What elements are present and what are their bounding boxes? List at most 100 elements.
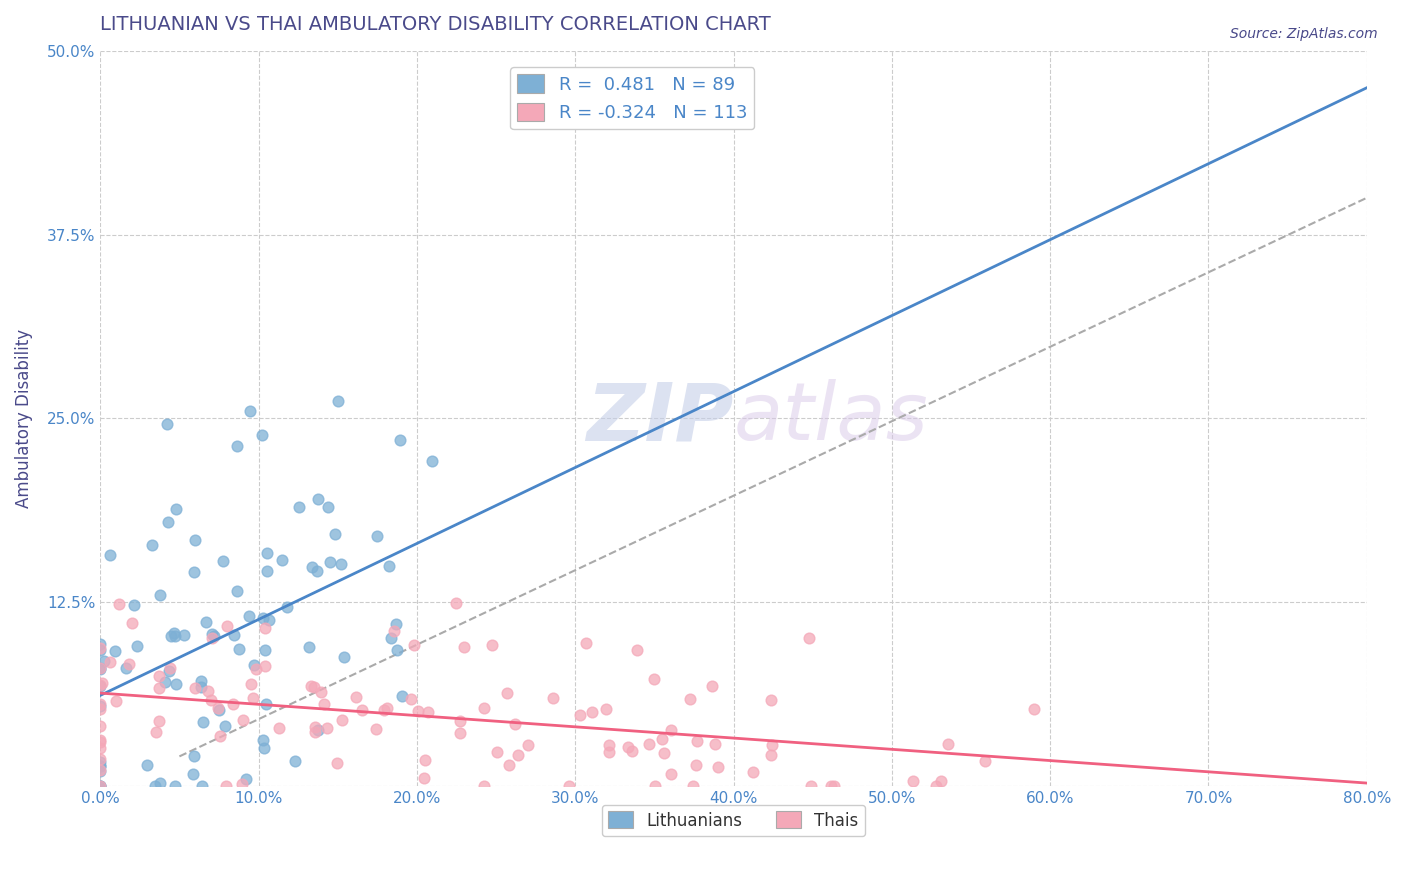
- Point: [685, 758, 707, 772]
- Point: [155, 417, 177, 432]
- Point: [207, 701, 229, 715]
- Point: [89, 733, 111, 747]
- Point: [89, 756, 111, 770]
- Text: Source: ZipAtlas.com: Source: ZipAtlas.com: [1230, 27, 1378, 41]
- Point: [318, 500, 340, 514]
- Point: [201, 632, 224, 646]
- Point: [595, 702, 617, 716]
- Point: [149, 775, 172, 789]
- Point: [191, 714, 214, 729]
- Point: [98, 549, 121, 563]
- Point: [256, 546, 278, 560]
- Y-axis label: Ambulatory Disability: Ambulatory Disability: [15, 329, 32, 508]
- Point: [153, 675, 176, 690]
- Point: [682, 779, 704, 793]
- Point: [569, 708, 592, 723]
- Point: [974, 755, 997, 769]
- Point: [305, 564, 328, 578]
- Point: [366, 529, 388, 543]
- Point: [406, 704, 429, 718]
- Point: [89, 779, 111, 793]
- Point: [89, 741, 111, 756]
- Point: [307, 491, 329, 506]
- Point: [391, 689, 413, 703]
- Point: [148, 669, 170, 683]
- Point: [89, 779, 111, 793]
- Point: [239, 677, 262, 691]
- Point: [598, 745, 620, 759]
- Point: [449, 725, 471, 739]
- Point: [148, 681, 170, 695]
- Point: [141, 537, 163, 551]
- Point: [163, 629, 186, 643]
- Point: [651, 731, 673, 746]
- Point: [453, 640, 475, 654]
- Point: [253, 642, 276, 657]
- Point: [481, 638, 503, 652]
- Point: [165, 779, 187, 793]
- Point: [256, 698, 278, 712]
- Point: [929, 774, 952, 789]
- Point: [304, 720, 326, 734]
- Point: [742, 765, 765, 780]
- Point: [373, 703, 395, 717]
- Point: [217, 618, 239, 632]
- Point: [190, 680, 212, 694]
- Point: [304, 725, 326, 739]
- Point: [315, 721, 337, 735]
- Point: [108, 597, 131, 611]
- Point: [226, 439, 249, 453]
- Point: [541, 690, 564, 705]
- Point: [148, 714, 170, 729]
- Point: [333, 650, 356, 665]
- Point: [214, 719, 236, 733]
- Point: [183, 565, 205, 579]
- Point: [638, 737, 661, 751]
- Point: [350, 703, 373, 717]
- Point: [225, 584, 247, 599]
- Point: [925, 779, 948, 793]
- Point: [704, 737, 727, 751]
- Point: [517, 738, 540, 752]
- Point: [797, 631, 820, 645]
- Point: [384, 624, 406, 639]
- Point: [242, 691, 264, 706]
- Point: [149, 588, 172, 602]
- Point: [679, 691, 702, 706]
- Point: [250, 428, 273, 442]
- Point: [89, 701, 111, 715]
- Point: [242, 657, 264, 672]
- Point: [89, 763, 111, 777]
- Point: [212, 554, 235, 568]
- Point: [254, 621, 277, 635]
- Point: [183, 533, 205, 548]
- Point: [159, 661, 181, 675]
- Point: [575, 636, 598, 650]
- Point: [344, 690, 367, 705]
- Point: [378, 558, 401, 573]
- Point: [759, 747, 782, 762]
- Point: [208, 729, 231, 743]
- Point: [307, 723, 329, 737]
- Point: [1022, 702, 1045, 716]
- Point: [245, 662, 267, 676]
- Point: [159, 665, 181, 679]
- Point: [364, 722, 387, 736]
- Point: [136, 757, 159, 772]
- Point: [89, 662, 111, 676]
- Point: [195, 615, 218, 629]
- Point: [90, 676, 112, 690]
- Point: [98, 655, 121, 669]
- Point: [269, 721, 291, 735]
- Point: [239, 404, 262, 418]
- Point: [901, 774, 924, 789]
- Point: [302, 680, 325, 694]
- Point: [271, 553, 294, 567]
- Text: LITHUANIAN VS THAI AMBULATORY DISABILITY CORRELATION CHART: LITHUANIAN VS THAI AMBULATORY DISABILITY…: [100, 15, 770, 34]
- Point: [89, 661, 111, 675]
- Point: [115, 660, 138, 674]
- Point: [558, 779, 581, 793]
- Point: [238, 609, 260, 624]
- Point: [224, 628, 246, 642]
- Point: [127, 639, 149, 653]
